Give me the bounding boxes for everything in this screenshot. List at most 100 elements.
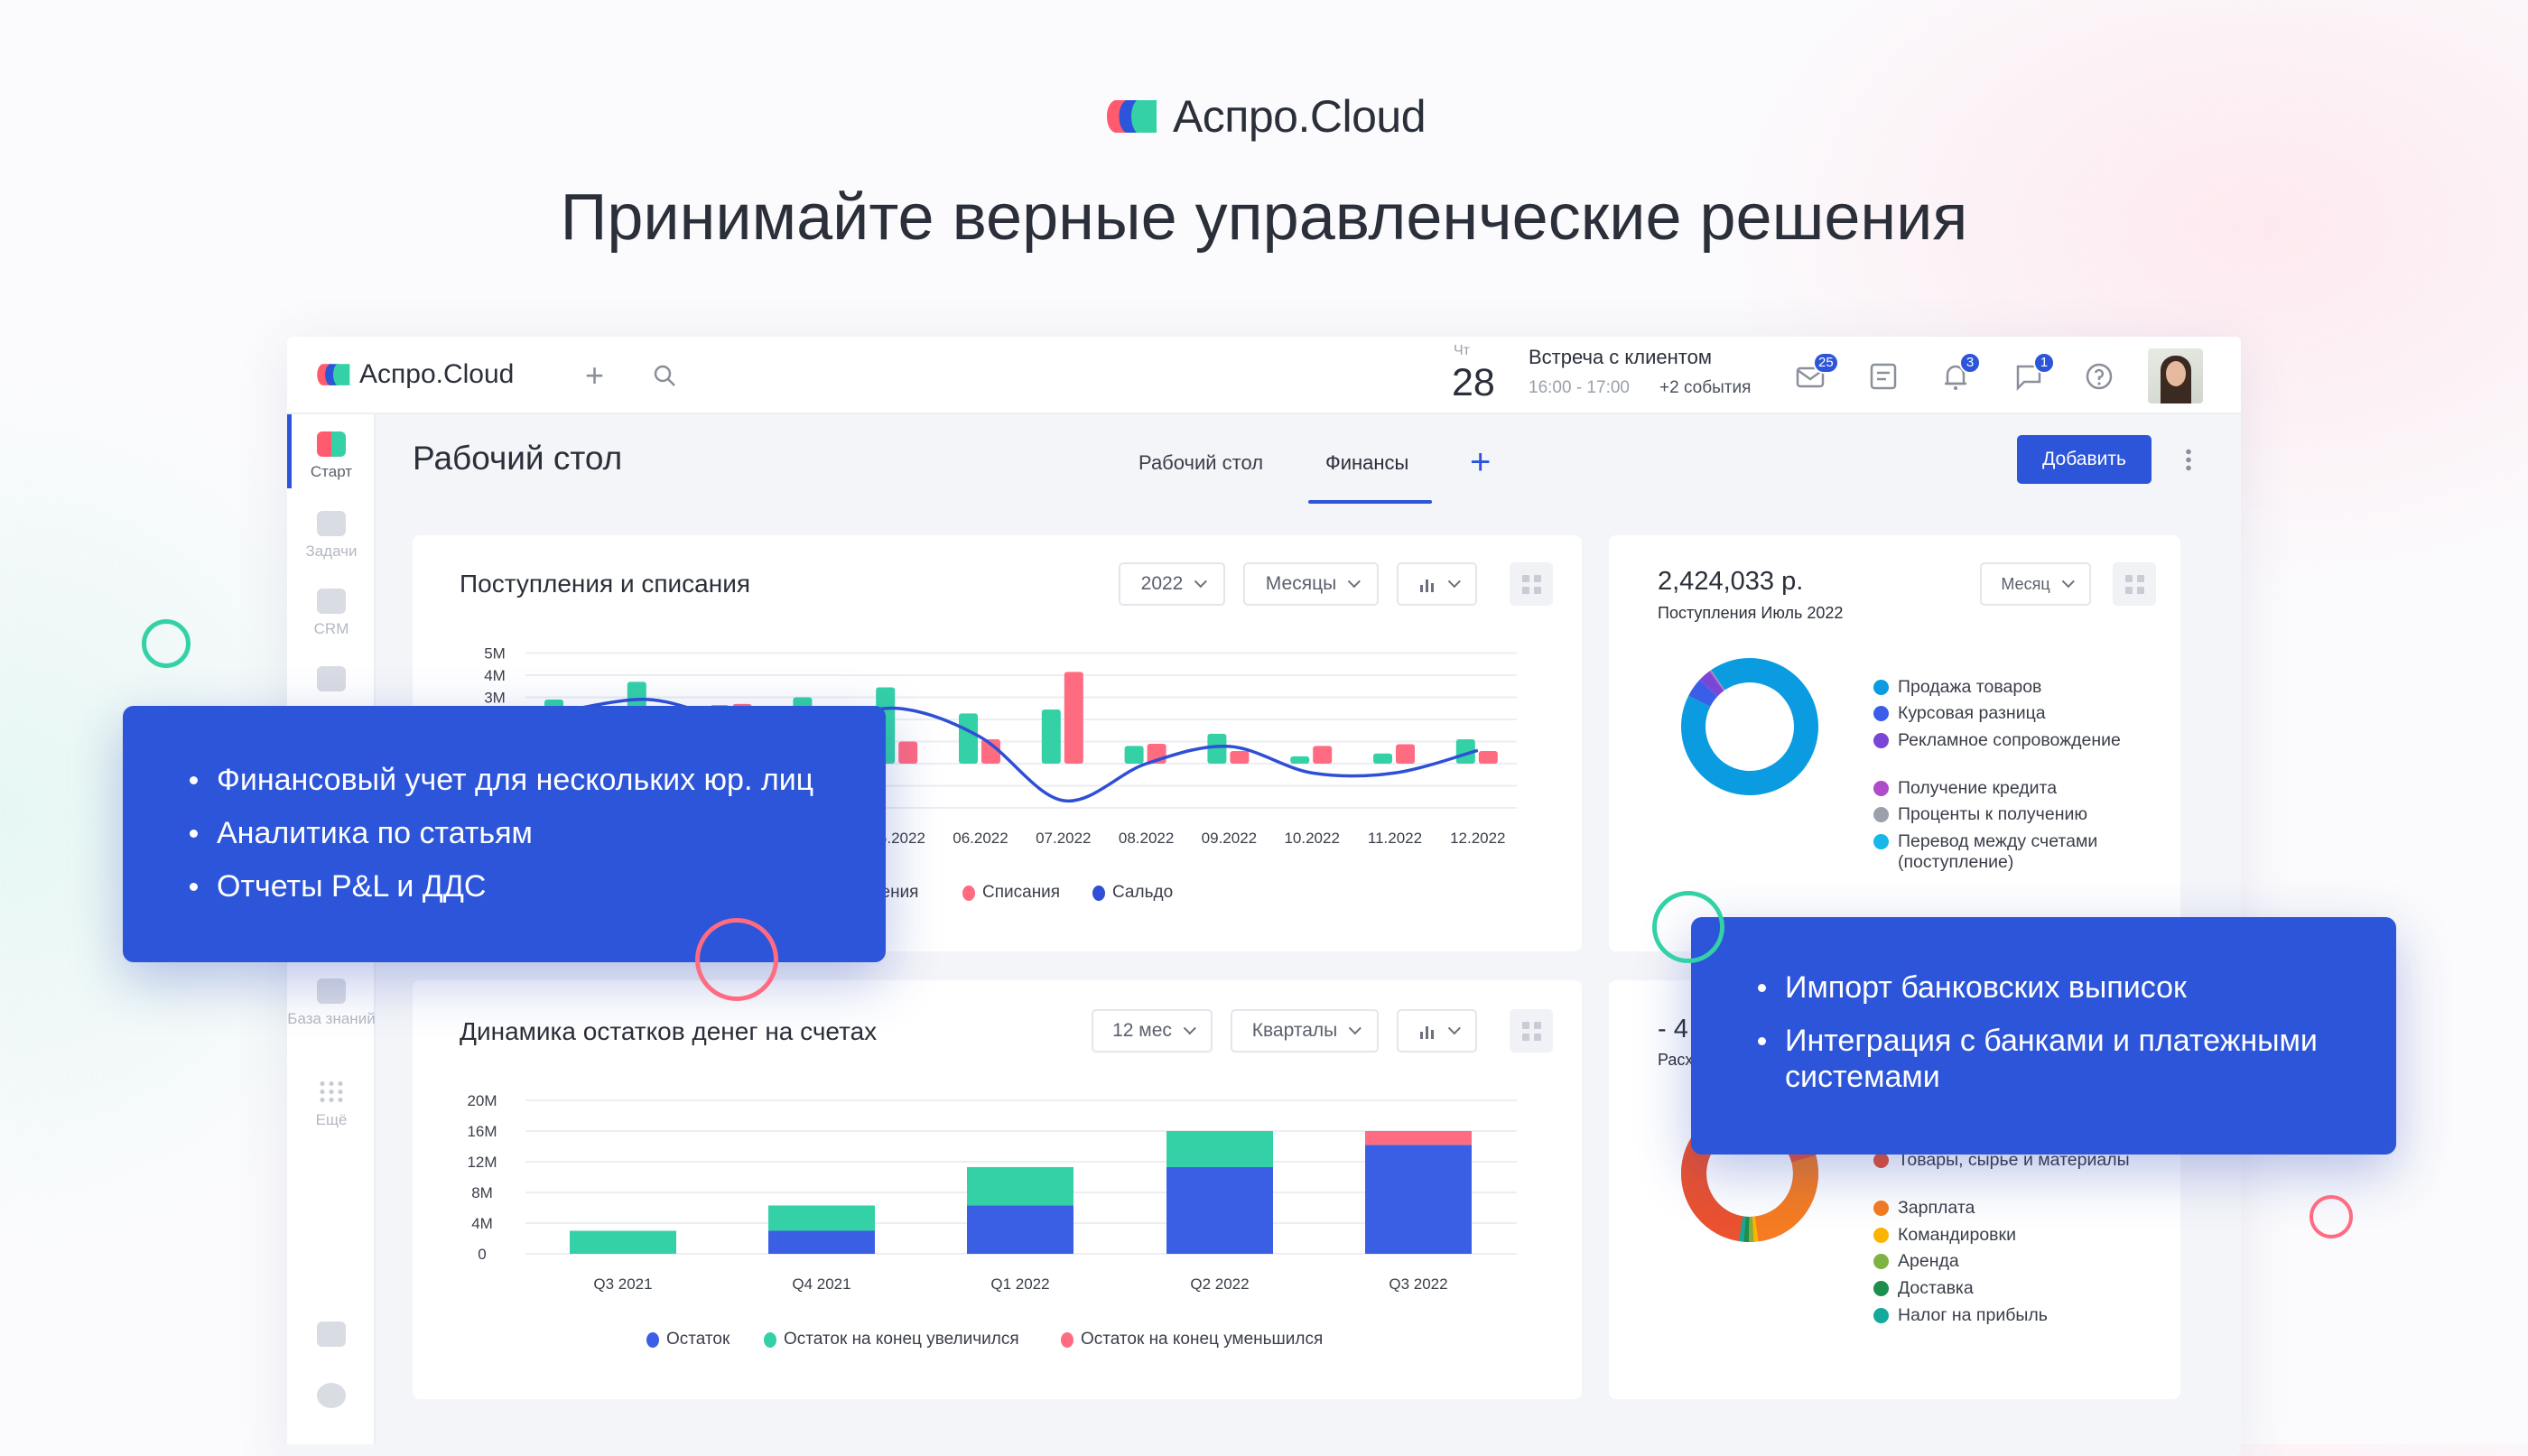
event-more-link[interactable]: +2 события xyxy=(1659,378,1752,397)
sidebar-item-more[interactable]: Ещё xyxy=(287,1080,376,1129)
drag-handle-icon[interactable] xyxy=(2113,562,2156,606)
quarter-dropdown[interactable]: Кварталы xyxy=(1231,1009,1379,1053)
legend-item[interactable]: Курсовая разница xyxy=(1873,703,2144,724)
legend-label: Командировки xyxy=(1898,1225,2016,1245)
tasks-icon xyxy=(317,511,346,536)
income-bar xyxy=(1124,746,1144,764)
user-avatar[interactable] xyxy=(2148,348,2203,403)
expense-bar xyxy=(898,741,918,764)
event-time: 16:00 - 17:00 xyxy=(1529,378,1630,397)
legend-item[interactable]: Остаток на конец увеличился xyxy=(764,1330,1019,1349)
tab-finance[interactable]: Финансы xyxy=(1325,451,1409,474)
event-title[interactable]: Встреча с клиентом xyxy=(1529,346,1712,368)
hero-logo: Аспро.Cloud xyxy=(0,90,2528,143)
income-value: 2,424,033 р. xyxy=(1658,567,1804,596)
legend-label: Рекламное сопровождение xyxy=(1898,730,2121,750)
sidebar-item-label: Старт xyxy=(310,463,353,480)
income-period-dropdown[interactable]: Месяц xyxy=(1980,562,2091,606)
kebab-menu-icon[interactable] xyxy=(2186,448,2191,471)
chart-type-dropdown[interactable] xyxy=(1397,1009,1477,1053)
drag-handle-icon[interactable] xyxy=(1510,1009,1553,1053)
period-dropdown[interactable]: Месяцы xyxy=(1243,562,1379,606)
legend-dot xyxy=(1092,885,1105,901)
app-logo[interactable]: Аспро.Cloud xyxy=(314,359,514,390)
legend-item[interactable]: Остаток xyxy=(646,1330,730,1349)
legend-dot xyxy=(1061,1331,1073,1348)
add-tab-plus-icon[interactable]: + xyxy=(1470,442,1492,482)
document-icon[interactable] xyxy=(1868,361,1899,392)
legend-item[interactable]: Аренда xyxy=(1873,1251,2144,1272)
legend-label: Получение кредита xyxy=(1898,778,2058,798)
legend-dot xyxy=(1873,1201,1889,1216)
search-icon[interactable] xyxy=(652,363,677,388)
legend-item[interactable]: Списания xyxy=(962,883,1060,903)
income-bar xyxy=(959,713,978,764)
legend-label: Сальдо xyxy=(1112,883,1174,902)
legend-label: Списания xyxy=(982,883,1061,902)
legend-item[interactable]: Остаток на конец уменьшился xyxy=(1061,1330,1323,1349)
bell-icon[interactable] xyxy=(1940,361,1971,392)
legend-item[interactable]: Рекламное сопровождение xyxy=(1873,730,2144,751)
legend-item[interactable]: Доставка xyxy=(1873,1278,2144,1299)
legend-item[interactable]: Налог на прибыль xyxy=(1873,1305,2144,1326)
decor-ring xyxy=(142,619,191,668)
income-bar xyxy=(1373,753,1392,764)
y-tick-label: 3M xyxy=(484,690,506,707)
legend-dot xyxy=(962,885,975,901)
x-tick-label: Q2 2022 xyxy=(1190,1275,1249,1293)
year-dropdown[interactable]: 2022 xyxy=(1119,562,1225,606)
dropdown-value: 12 мес xyxy=(1112,1020,1172,1041)
plus-icon[interactable]: + xyxy=(585,357,605,394)
legend-item[interactable]: Товары, сырье и материалы xyxy=(1873,1150,2144,1171)
legend-dot xyxy=(1873,807,1889,822)
chart-type-dropdown[interactable] xyxy=(1397,562,1477,606)
add-button[interactable]: Добавить xyxy=(2017,435,2152,484)
app-logo-text: Аспро.Cloud xyxy=(359,359,515,389)
stacked-bar-segment xyxy=(1166,1166,1273,1254)
stacked-bar-segment xyxy=(1365,1131,1472,1145)
drag-handle-icon[interactable] xyxy=(1510,562,1553,606)
legend-label: Остаток xyxy=(666,1330,730,1349)
expense-bar xyxy=(1313,746,1333,764)
start-icon xyxy=(317,431,346,457)
stacked-bar-segment xyxy=(967,1205,1073,1254)
range-dropdown[interactable]: 12 мес xyxy=(1092,1009,1213,1053)
income-bar xyxy=(1455,739,1475,764)
x-tick-label: 09.2022 xyxy=(1202,830,1257,847)
legend-item[interactable]: Командировки xyxy=(1873,1225,2144,1246)
legend-label: Зарплата xyxy=(1898,1198,1975,1218)
sidebar-item-hidden[interactable] xyxy=(287,666,376,697)
tab-desktop[interactable]: Рабочий стол xyxy=(1139,451,1264,474)
mail-icon[interactable] xyxy=(1795,361,1826,392)
active-tab-underline xyxy=(1308,500,1432,504)
feature-callout-left: Финансовый учет для нескольких юр. лиц А… xyxy=(123,706,886,962)
stacked-bar-segment xyxy=(1166,1131,1273,1167)
sidebar-item-bottom-1[interactable] xyxy=(287,1322,376,1352)
sidebar-item-tasks[interactable]: Задачи xyxy=(287,511,376,561)
expense-bar xyxy=(1478,751,1498,764)
sidebar-item-settings[interactable] xyxy=(287,1383,376,1414)
legend-item[interactable]: Перевод между счетами (поступление) xyxy=(1873,831,2144,873)
donut-slice xyxy=(1752,1216,1759,1242)
feature-bullet: Импорт банковских выписок xyxy=(1758,969,2360,1006)
sidebar-item-start[interactable]: Старт xyxy=(287,431,376,481)
legend-dot xyxy=(646,1331,659,1348)
legend-label: Проценты к получению xyxy=(1898,804,2087,824)
crm-icon xyxy=(317,589,346,614)
x-tick-label: Q3 2022 xyxy=(1389,1275,1447,1293)
x-tick-label: 12.2022 xyxy=(1450,830,1505,847)
legend-item[interactable]: Продажа товаров xyxy=(1873,677,2144,698)
sidebar-item-crm[interactable]: CRM xyxy=(287,589,376,638)
legend-item[interactable]: Проценты к получению xyxy=(1873,804,2144,825)
legend-item[interactable]: Получение кредита xyxy=(1873,778,2144,799)
legend-item[interactable]: Сальдо xyxy=(1092,883,1173,903)
legend-label: Остаток на конец уменьшился xyxy=(1081,1330,1324,1349)
income-bar xyxy=(1290,756,1310,764)
help-icon[interactable] xyxy=(2084,361,2114,392)
chat-badge: 1 xyxy=(2033,352,2055,374)
mail-badge: 25 xyxy=(1813,352,1839,374)
legend-dot xyxy=(1873,781,1889,796)
legend-item[interactable]: Зарплата xyxy=(1873,1198,2144,1219)
sidebar-item-knowledge-base[interactable]: База знаний xyxy=(287,978,376,1028)
expense-bar xyxy=(1230,751,1250,764)
